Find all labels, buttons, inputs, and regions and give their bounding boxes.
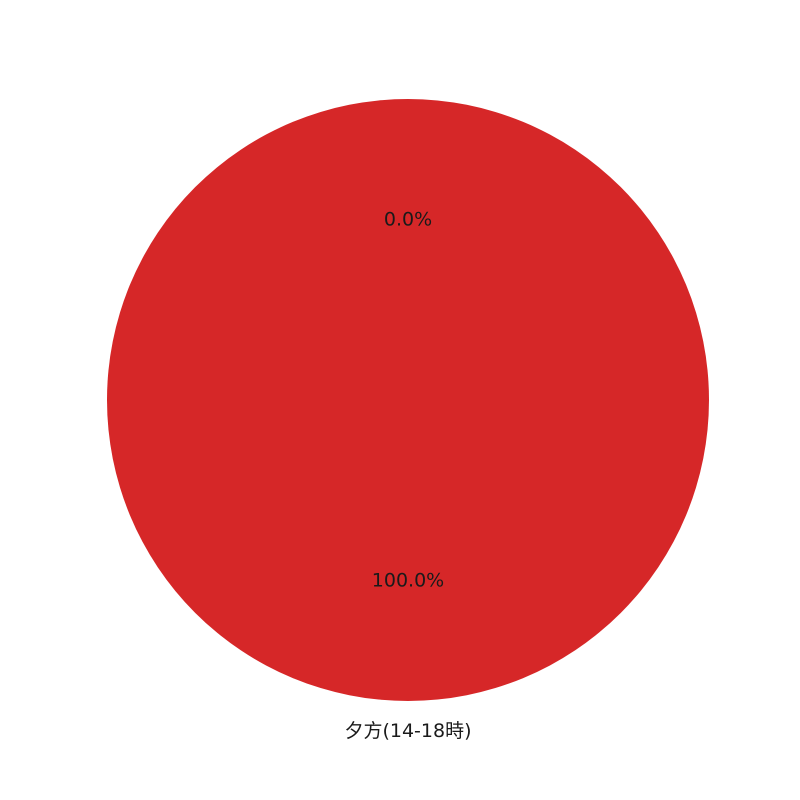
pie-category-label-1: 夕方(14-18時) bbox=[344, 720, 471, 742]
pie-labels: 0.0% 100.0% 夕方(14-18時) bbox=[344, 208, 471, 742]
pie-percent-label-1: 100.0% bbox=[372, 570, 444, 592]
pie-slices bbox=[107, 99, 709, 701]
pie-percent-label-0: 0.0% bbox=[384, 208, 432, 230]
pie-slice-1 bbox=[107, 99, 709, 701]
